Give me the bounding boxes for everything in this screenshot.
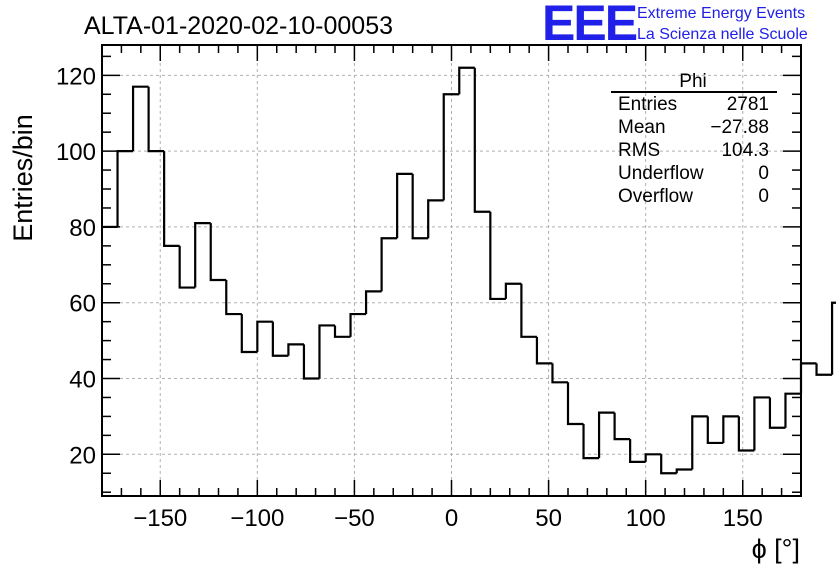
histogram-bin	[722, 415, 739, 443]
histogram-bin	[784, 392, 801, 428]
histogram-bin	[520, 283, 537, 338]
grid	[102, 45, 801, 496]
stats-value-rms: 104.3	[721, 140, 769, 161]
histogram-bin	[225, 279, 242, 316]
stats-label-rms: RMS	[618, 140, 660, 161]
x-tick-label: 100	[626, 505, 666, 532]
logo-line-2: La Scienza nelle Scuole	[637, 26, 808, 43]
x-tick-label: 50	[535, 505, 562, 532]
logo-line-1: Extreme Energy Events	[637, 5, 805, 22]
histogram-bin	[535, 336, 553, 365]
histogram-bin	[597, 411, 615, 459]
histogram-bin	[473, 67, 491, 213]
histogram-bin	[660, 454, 677, 475]
histogram-bin	[364, 290, 382, 315]
x-tick-label: −50	[334, 505, 375, 532]
histogram-bin	[209, 223, 227, 282]
histogram-bin	[333, 325, 351, 338]
histogram-bin	[131, 85, 149, 152]
histogram-bin	[458, 66, 475, 95]
y-tick-label: 100	[56, 139, 96, 166]
y-tick-label: 40	[69, 367, 96, 394]
chart-title: ALTA-01-2020-02-10-00053	[84, 12, 393, 40]
histogram-bin	[178, 245, 196, 289]
histogram-bin	[489, 211, 506, 301]
x-axis-label: ϕ [°]	[752, 534, 800, 564]
histogram-bin	[582, 423, 600, 460]
stats-value-mean: −27.88	[710, 117, 769, 138]
histogram-bin	[411, 173, 429, 240]
histogram-bin	[349, 312, 367, 337]
histogram-bin	[318, 324, 335, 379]
x-tick-label: 0	[445, 505, 458, 532]
histogram-bin	[147, 86, 165, 153]
y-tick-label: 20	[69, 442, 96, 469]
histogram-bin	[830, 301, 836, 375]
histogram-bin	[613, 412, 631, 441]
ticks	[101, 45, 802, 496]
histogram-bin	[753, 396, 770, 451]
tick-labels: −150 −100 −50 0 50 100 150 20 40 60 80 100 120	[56, 63, 763, 532]
histogram-bin	[256, 320, 273, 352]
stats-value-overflow: 0	[758, 186, 769, 207]
histogram-bin	[644, 453, 662, 462]
histogram-bin	[302, 344, 320, 380]
histogram-bin	[815, 363, 833, 376]
histogram-bin	[442, 93, 460, 201]
histogram-bin	[194, 222, 211, 288]
stats-value-entries: 2781	[727, 94, 769, 115]
stats-title: Phi	[679, 71, 706, 92]
x-tick-label: −100	[230, 505, 284, 532]
histogram-bin	[240, 314, 258, 354]
histogram-bin	[427, 199, 444, 239]
histogram-bin	[706, 416, 724, 445]
histogram-bin	[287, 343, 304, 356]
histogram-bin	[504, 282, 522, 299]
histogram-bin	[768, 397, 786, 429]
y-tick-label: 120	[56, 63, 96, 90]
histogram-bin	[629, 439, 646, 463]
histogram-bin	[737, 416, 755, 452]
stats-box: Phi Entries 2781 Mean −27.88 RMS 104.3 U…	[611, 71, 777, 207]
histogram-bin	[675, 468, 693, 474]
eee-logo: EEE	[542, 0, 637, 51]
histogram-bin	[116, 150, 134, 227]
histogram-bin	[163, 151, 180, 247]
stats-value-underflow: 0	[758, 163, 769, 184]
y-axis-label: Entries/bin	[8, 114, 38, 242]
histogram-bin	[380, 237, 398, 292]
histogram-bin	[271, 321, 289, 357]
histogram-bin	[799, 362, 817, 394]
stats-label-overflow: Overflow	[618, 186, 693, 207]
stats-label-mean: Mean	[618, 117, 666, 138]
histogram-bin	[691, 415, 708, 470]
x-tick-label: 150	[723, 505, 763, 532]
histogram-bin	[566, 382, 584, 426]
y-tick-label: 60	[69, 291, 96, 318]
histogram-series	[102, 66, 836, 475]
histogram-bin	[396, 172, 413, 239]
x-tick-label: −150	[133, 505, 187, 532]
y-tick-label: 80	[69, 215, 96, 242]
stats-label-underflow: Underflow	[618, 163, 704, 184]
histogram-bin	[551, 363, 568, 384]
stats-label-entries: Entries	[618, 94, 677, 115]
